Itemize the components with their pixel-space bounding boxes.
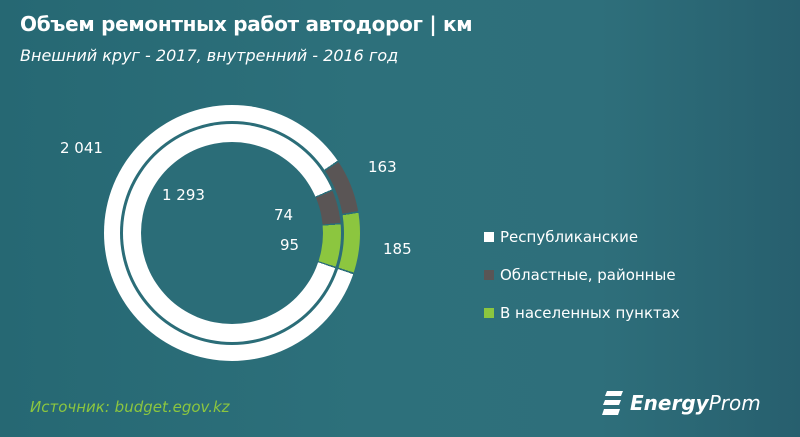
label-2016-regional: 74 <box>274 206 294 224</box>
label-2017-republican: 2 041 <box>60 139 103 157</box>
source-note: Источник: budget.egov.kz <box>30 398 230 416</box>
energyprom-logo-icon <box>602 391 623 415</box>
legend-swatch-green <box>484 308 494 318</box>
chart-title: Объем ремонтных работ автодорог | км <box>20 12 473 36</box>
chart-subtitle: Внешний круг - 2017, внутренний - 2016 г… <box>20 46 399 65</box>
label-2016-republican: 1 293 <box>162 186 205 204</box>
legend-item-regional: Областные, районные <box>484 256 680 294</box>
legend-label: Республиканские <box>500 228 639 246</box>
logo-text: EnergyProm <box>630 391 761 415</box>
label-2017-regional: 163 <box>368 158 397 176</box>
label-2016-settlements: 95 <box>280 236 300 254</box>
legend-label: В населенных пунктах <box>500 304 680 322</box>
legend-item-settlements: В населенных пунктах <box>484 294 680 332</box>
legend-swatch-gray <box>484 270 494 280</box>
legend-swatch-white <box>484 232 494 242</box>
donut-hole <box>141 142 323 324</box>
energyprom-logo: EnergyProm <box>602 389 761 417</box>
legend-label: Областные, районные <box>500 266 676 284</box>
label-2017-settlements: 185 <box>383 240 412 258</box>
chart-legend: Республиканские Областные, районные В на… <box>484 218 680 332</box>
legend-item-republican: Республиканские <box>484 218 680 256</box>
